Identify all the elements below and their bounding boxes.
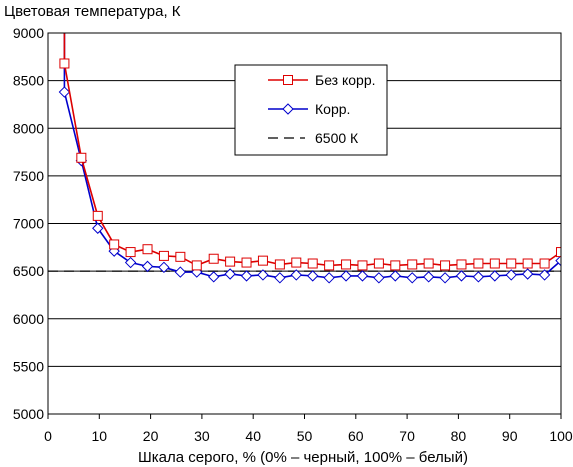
legend-marker-1 [282, 103, 294, 115]
point-0-2 [92, 210, 103, 221]
point-1-13 [274, 272, 286, 284]
point-1-27 [505, 269, 517, 281]
point-1-20 [389, 270, 402, 282]
point-0-21 [407, 259, 418, 270]
point-1-22 [422, 271, 435, 283]
point-0-4 [125, 247, 136, 258]
point-1-21 [406, 272, 418, 284]
point-1-7 [174, 266, 187, 278]
legend-marker-0 [283, 75, 293, 85]
point-1-19 [373, 272, 385, 284]
point-0-30 [556, 247, 561, 258]
legend: Без корр. Корр. 6500 К [234, 64, 388, 156]
point-1-17 [340, 270, 352, 282]
point-1-5 [141, 260, 154, 273]
point-0-6 [158, 250, 169, 261]
point-1-14 [290, 269, 302, 281]
point-0-9 [208, 253, 219, 264]
point-1-6 [158, 261, 170, 274]
point-1-16 [323, 272, 335, 284]
legend-entry-1: Корр. [268, 101, 350, 117]
y-tick-label-4: 7000 [13, 216, 44, 232]
point-0-26 [489, 258, 500, 269]
y-tick-label-7: 8500 [13, 73, 44, 89]
point-0-27 [506, 258, 517, 269]
series-group [58, 33, 561, 284]
point-0-3 [109, 239, 120, 250]
point-1-4 [124, 256, 137, 269]
y-tick-label-3: 6500 [13, 263, 44, 279]
point-0-17 [341, 259, 352, 270]
x-tick-label-7: 70 [399, 428, 415, 444]
x-tick-label-5: 50 [297, 428, 313, 444]
point-0-1 [76, 152, 87, 163]
y-tick-label-8: 9000 [13, 25, 44, 41]
legend-label-0: Без корр. [315, 72, 376, 88]
point-1-24 [455, 270, 468, 282]
point-1-11 [240, 270, 253, 282]
point-0-13 [274, 259, 285, 270]
legend-label-1: Корр. [315, 101, 350, 117]
point-0-24 [456, 259, 467, 270]
point-0-25 [473, 258, 484, 269]
x-tick-label-2: 20 [143, 428, 159, 444]
y-tick-label-5: 7500 [13, 168, 44, 184]
y-tick-label-2: 6000 [13, 311, 44, 327]
point-0-28 [522, 258, 533, 269]
point-0-7 [175, 251, 186, 262]
point-1-15 [307, 270, 319, 282]
point-0-29 [539, 258, 550, 269]
point-0-15 [307, 258, 318, 269]
legend-label-2: 6500 К [315, 130, 359, 146]
y-tick-label-6: 8000 [13, 120, 44, 136]
point-0-8 [191, 260, 202, 271]
y-tick-label-0: 5000 [13, 406, 44, 422]
chart-title: Цветовая температура, К [4, 3, 181, 20]
x-tick-label-0: 0 [44, 428, 52, 444]
y-tick-labels: 5000 5500 6000 6500 7000 7500 8000 8500 9000 [13, 25, 44, 422]
point-0-16 [324, 260, 335, 271]
point-0-11 [241, 257, 252, 268]
x-tick-labels: 0 10 20 30 40 50 60 70 80 90 100 [44, 414, 573, 444]
point-1-18 [356, 270, 369, 282]
series-1 [58, 33, 561, 284]
x-tick-label-8: 80 [451, 428, 467, 444]
point-0-0 [59, 58, 70, 69]
series-0 [59, 33, 561, 271]
point-1-30 [555, 254, 561, 267]
point-0-19 [373, 258, 384, 269]
point-1-23 [439, 272, 451, 284]
point-1-28 [521, 268, 534, 280]
point-1-12 [257, 269, 269, 281]
point-0-18 [357, 260, 368, 271]
point-0-22 [423, 258, 434, 269]
point-1-9 [207, 271, 220, 283]
point-0-12 [257, 255, 268, 266]
point-1-26 [489, 270, 501, 282]
point-0-10 [225, 256, 236, 267]
point-1-0 [58, 86, 71, 98]
legend-entry-0: Без корр. [268, 72, 376, 88]
point-1-10 [224, 268, 236, 280]
point-1-2 [92, 222, 104, 234]
point-0-14 [291, 257, 302, 268]
legend-box [234, 64, 388, 156]
x-tick-label-3: 30 [194, 428, 210, 444]
x-tick-label-10: 100 [549, 428, 573, 444]
x-tick-label-1: 10 [92, 428, 108, 444]
point-1-29 [538, 269, 551, 281]
point-0-23 [440, 260, 451, 271]
point-0-20 [390, 260, 401, 271]
x-axis-label: Шкала серого, % (0% – черный, 100% – бел… [138, 449, 468, 466]
x-tick-label-6: 60 [348, 428, 364, 444]
x-tick-label-4: 40 [245, 428, 261, 444]
point-1-25 [472, 271, 485, 283]
y-tick-label-1: 5500 [13, 358, 44, 374]
x-tick-label-9: 90 [502, 428, 518, 444]
legend-entry-2: 6500 К [268, 130, 359, 146]
point-0-5 [142, 244, 153, 255]
